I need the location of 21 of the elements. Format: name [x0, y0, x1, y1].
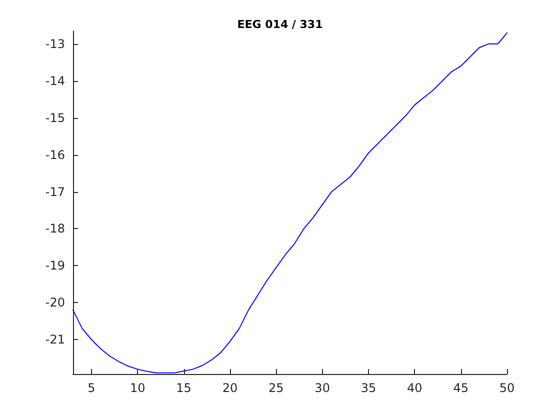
x-tick-label: 50 — [499, 381, 515, 395]
y-tick-label: -14 — [45, 74, 65, 88]
x-tick-label: 45 — [453, 381, 468, 395]
y-tick-label: -20 — [45, 296, 65, 310]
x-tick-label: 25 — [268, 381, 284, 395]
x-tick-label: 5 — [88, 381, 96, 395]
x-tick-label: 40 — [407, 381, 422, 395]
x-tick-label: 15 — [176, 381, 192, 395]
x-tick-label: 30 — [314, 381, 330, 395]
x-tick-label: 35 — [360, 381, 376, 395]
y-tick-label: -21 — [45, 332, 65, 347]
chart-title: EEG 014 / 331 — [237, 18, 323, 31]
x-tick-label: 10 — [130, 381, 146, 395]
line-series — [72, 32, 508, 374]
y-tick-label: -19 — [45, 258, 65, 273]
y-tick-label: -18 — [45, 222, 65, 236]
x-tick-label: 20 — [222, 381, 238, 395]
y-tick-label: -15 — [45, 110, 65, 125]
y-tick-label: -17 — [45, 184, 65, 199]
y-tick-label: -13 — [45, 36, 65, 51]
y-tick-label: -16 — [45, 148, 65, 162]
